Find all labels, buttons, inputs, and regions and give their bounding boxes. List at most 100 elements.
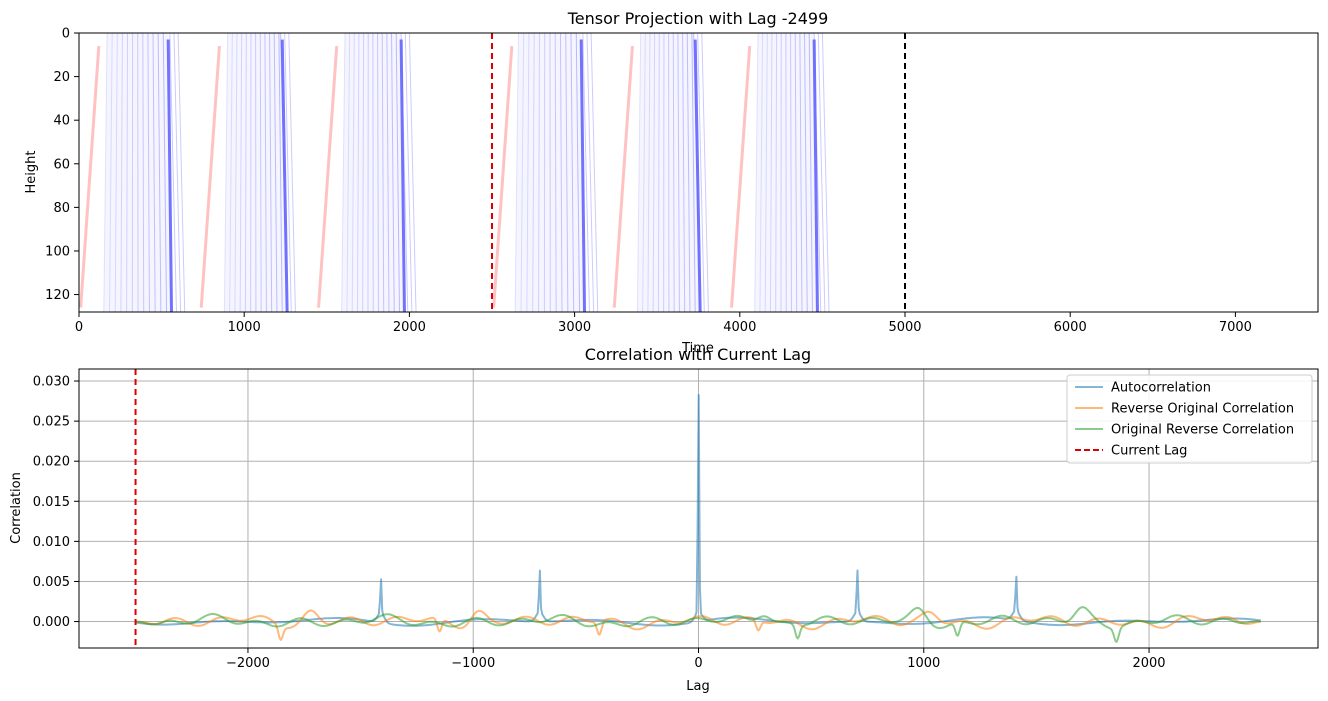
x-tick-label: 2000	[393, 320, 426, 335]
band-edge-line	[400, 32, 409, 313]
band-edge-line	[284, 32, 292, 313]
band-line	[269, 32, 273, 313]
y-tick-label: 0.005	[33, 575, 70, 590]
band-line	[677, 32, 680, 313]
band-line	[391, 32, 395, 313]
band-fill	[515, 33, 585, 312]
heatmap-y-ticks: 0 20 40 60 80 100 120	[45, 27, 79, 303]
band-line	[259, 32, 262, 313]
y-tick-label: 60	[53, 157, 70, 172]
band-line	[538, 32, 540, 313]
tensor-projection-panel: Tensor Projection with Lag -2499 0 1000 20…	[24, 9, 1319, 356]
band-fill	[103, 33, 172, 312]
band-line	[377, 32, 379, 313]
blue-band-1	[223, 32, 296, 313]
band-line	[234, 32, 238, 313]
band-line	[657, 32, 660, 313]
band-line	[565, 32, 569, 313]
band-strong-line	[280, 39, 289, 313]
band-line	[790, 32, 792, 313]
band-line	[346, 32, 351, 313]
band-fill	[637, 33, 701, 312]
y-tick-label: 40	[53, 114, 70, 129]
band-edge-line	[821, 32, 830, 313]
band-line	[381, 32, 385, 313]
x-tick-label: −2000	[226, 656, 270, 671]
band-line	[520, 32, 525, 313]
heatmap-frame	[78, 32, 1319, 313]
bottom-chart-title: Correlation with Current Lag	[585, 345, 811, 364]
band-line	[356, 32, 360, 313]
y-tick-label: 0.000	[33, 615, 70, 630]
band-line	[652, 32, 656, 313]
band-edge-line	[280, 32, 288, 313]
band-edge-line	[590, 32, 599, 313]
band-line	[142, 32, 145, 313]
x-tick-label: 0	[694, 656, 702, 671]
legend-box	[1066, 374, 1313, 464]
band-fill	[341, 33, 405, 312]
band-edge-line	[408, 32, 417, 313]
band-edge-line	[169, 32, 177, 313]
band-edge-line	[404, 32, 413, 313]
series-line-1	[135, 609, 1261, 641]
band-strong-line	[812, 39, 819, 313]
band-line	[769, 32, 773, 313]
band-line	[642, 32, 646, 313]
legend-label: Original Reverse Correlation	[1111, 423, 1294, 438]
band-line	[775, 32, 778, 313]
top-chart-title: Tensor Projection with Lag -2499	[567, 9, 829, 28]
y-tick-label: 0.025	[33, 415, 70, 430]
correlation-y-label: Correlation	[9, 472, 24, 544]
band-line	[804, 32, 808, 313]
band-line	[636, 32, 642, 313]
band-line	[554, 32, 557, 313]
x-tick-label: 3000	[558, 320, 591, 335]
heatmap-y-label: Height	[24, 151, 39, 194]
band-line	[799, 32, 803, 313]
band-strong-line	[693, 39, 702, 313]
red-stripe-5	[730, 45, 752, 308]
band-line	[794, 32, 798, 313]
band-line	[682, 32, 686, 313]
blue-band-2	[341, 32, 417, 313]
series-line-2	[135, 606, 1261, 643]
band-edge-line	[582, 32, 590, 313]
y-tick-label: 80	[53, 201, 70, 216]
heatmap-reference-lines	[491, 33, 906, 312]
band-line	[264, 32, 267, 313]
y-tick-label: 0.010	[33, 535, 70, 550]
band-edge-line	[693, 32, 701, 313]
band-line	[108, 32, 113, 313]
band-strong-line	[579, 39, 587, 313]
band-line	[223, 32, 229, 313]
legend-label: Autocorrelation	[1111, 381, 1211, 396]
band-line	[672, 32, 675, 313]
band-edge-line	[586, 32, 595, 313]
red-stripe-3	[492, 45, 514, 308]
legend: Autocorrelation Reverse Original Correlat…	[1066, 374, 1313, 464]
y-tick-label: 120	[45, 288, 70, 303]
band-line	[686, 32, 691, 313]
band-line	[532, 32, 535, 313]
x-tick-label: 0	[75, 320, 83, 335]
band-line	[386, 32, 390, 313]
band-line	[351, 32, 355, 313]
blue-band-5	[754, 32, 830, 313]
band-edge-line	[813, 32, 822, 313]
band-line	[514, 32, 519, 313]
band-line	[244, 32, 247, 313]
x-tick-label: 4000	[723, 320, 756, 335]
correlation-y-ticks: 0.000 0.005 0.010 0.015 0.020 0.025 0.030	[33, 375, 79, 630]
band-line	[273, 32, 278, 313]
x-tick-label: 1000	[907, 656, 940, 671]
heatmap-x-ticks: 0 1000 2000 3000 4000 5000 6000 7000	[75, 312, 1252, 335]
band-strong-line	[399, 39, 406, 313]
band-line	[162, 32, 168, 313]
x-tick-label: −1000	[451, 656, 495, 671]
correlation-lines	[134, 369, 1261, 648]
band-fill	[224, 33, 288, 312]
red-stripe-1	[199, 45, 221, 308]
red-stripe-0	[79, 45, 101, 308]
x-tick-label: 5000	[888, 320, 921, 335]
